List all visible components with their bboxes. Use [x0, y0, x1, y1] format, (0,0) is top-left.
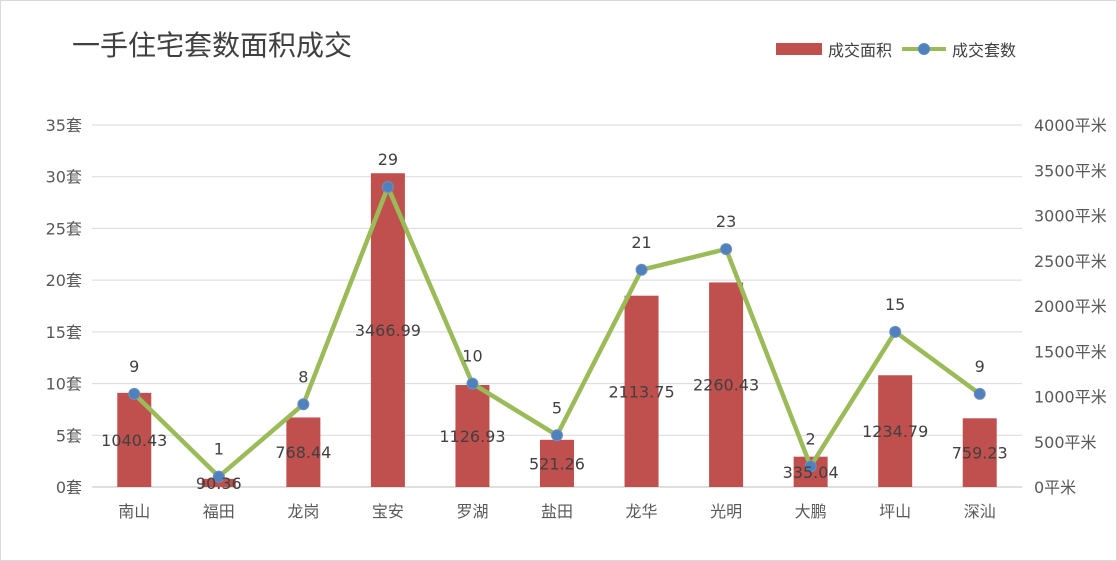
bar-宝安 — [370, 173, 405, 487]
y-right-tick-label: 2000平米 — [1034, 297, 1107, 316]
bar-data-label: 768.44 — [275, 443, 331, 462]
bar-光明 — [709, 282, 744, 487]
line-marker — [381, 181, 394, 194]
y-left-tick-label: 10套 — [46, 375, 82, 394]
y-right-tick-label: 500平米 — [1034, 433, 1097, 452]
line-data-label: 5 — [552, 398, 562, 417]
y-right-tick-label: 1000平米 — [1034, 388, 1107, 407]
line-marker — [297, 398, 310, 411]
y-left-tick-label: 30套 — [46, 168, 82, 187]
line-data-label: 2 — [806, 429, 816, 448]
y-right-tick-label: 1500平米 — [1034, 342, 1107, 361]
x-tick-label: 罗湖 — [456, 502, 488, 521]
x-tick-label: 盐田 — [541, 502, 573, 521]
bar-data-label: 759.23 — [952, 444, 1008, 463]
y-left-tick-label: 35套 — [46, 116, 82, 135]
bar-data-label: 1040.43 — [101, 431, 167, 450]
line-marker — [804, 460, 817, 473]
legend: 成交面积 成交套数 — [776, 37, 1026, 61]
line-data-label: 8 — [298, 367, 308, 386]
x-tick-label: 大鹏 — [795, 502, 827, 521]
x-tick-label: 宝安 — [372, 502, 404, 521]
bar-坪山 — [878, 375, 913, 487]
line-data-label: 21 — [631, 233, 651, 252]
line-data-label: 23 — [716, 212, 736, 231]
bar-龙华 — [624, 295, 659, 487]
bar-data-label: 1234.79 — [862, 422, 928, 441]
legend-swatch-line — [902, 42, 947, 56]
bar-龙岗 — [286, 417, 321, 487]
bar-罗湖 — [455, 385, 490, 487]
y-left-tick-label: 20套 — [46, 271, 82, 290]
line-data-label: 9 — [975, 357, 985, 376]
bar-data-label: 2113.75 — [608, 382, 674, 401]
line-data-label: 1 — [214, 440, 224, 459]
bar-福田 — [201, 478, 236, 487]
line-data-label: 15 — [885, 295, 905, 314]
line-data-label: 9 — [129, 357, 139, 376]
line-marker — [720, 243, 733, 256]
legend-item-count: 成交套数 — [902, 37, 1016, 61]
y-left-tick-label: 5套 — [56, 426, 82, 445]
line-data-label: 29 — [378, 150, 398, 169]
bar-data-label: 2260.43 — [693, 376, 759, 395]
line-marker — [635, 263, 648, 276]
y-right-tick-label: 2500平米 — [1034, 252, 1107, 271]
x-tick-label: 龙岗 — [287, 502, 319, 521]
x-tick-label: 福田 — [203, 502, 235, 521]
line-data-label: 10 — [462, 347, 482, 366]
y-right-tick-label: 4000平米 — [1034, 116, 1107, 135]
chart-title: 一手住宅套数面积成交 — [72, 29, 353, 62]
bar-data-label: 521.26 — [529, 454, 585, 473]
y-left-tick-label: 15套 — [46, 323, 82, 342]
x-tick-label: 深汕 — [964, 502, 996, 521]
y-left-tick-label: 0套 — [56, 478, 82, 497]
line-marker — [551, 429, 563, 442]
x-tick-label: 光明 — [710, 502, 742, 521]
x-tick-label: 龙华 — [626, 502, 658, 521]
x-tick-label: 坪山 — [879, 502, 911, 521]
legend-label-area: 成交面积 — [828, 41, 893, 60]
line-marker — [212, 470, 225, 483]
y-right-tick-label: 3000平米 — [1034, 207, 1107, 226]
line-marker — [889, 325, 902, 338]
bar-data-label: 335.04 — [783, 463, 839, 482]
bar-深汕 — [962, 418, 997, 487]
line-marker — [128, 387, 141, 400]
y-right-tick-label: 0平米 — [1034, 478, 1076, 497]
legend-item-area: 成交面积 — [776, 37, 892, 61]
x-tick-label: 南山 — [118, 502, 150, 521]
y-right-tick-label: 3500平米 — [1034, 161, 1107, 180]
y-left-tick-label: 25套 — [46, 219, 82, 238]
legend-label-count: 成交套数 — [952, 41, 1017, 60]
line-marker — [973, 387, 986, 400]
bar-盐田 — [540, 439, 574, 487]
bar-data-label: 1126.93 — [439, 427, 505, 446]
legend-swatch-bar — [776, 43, 822, 55]
bar-data-label: 90.36 — [196, 474, 242, 493]
bar-南山 — [117, 392, 152, 487]
line-marker — [466, 377, 479, 390]
bar-data-label: 3466.99 — [355, 321, 421, 340]
